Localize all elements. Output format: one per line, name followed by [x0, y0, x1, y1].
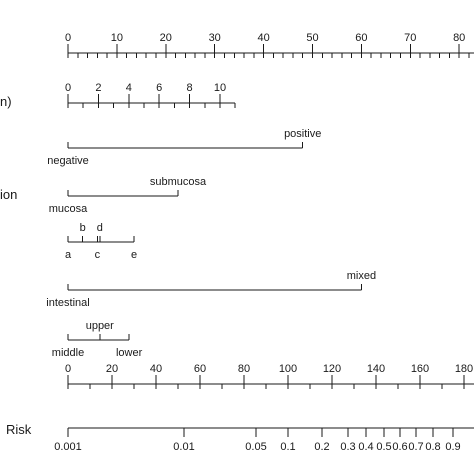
level-label-c: c — [95, 249, 101, 261]
risk-tick-label-0.01: 0.01 — [173, 441, 194, 453]
tick-label-50: 50 — [306, 32, 318, 44]
tick-label-160: 160 — [411, 363, 429, 375]
risk-tick-label-0.9: 0.9 — [445, 441, 460, 453]
level-label-lower: lower — [116, 347, 143, 359]
level-label-mixed: mixed — [347, 270, 376, 282]
risk-tick-label-0.1: 0.1 — [280, 441, 295, 453]
level-label-d: d — [97, 222, 103, 234]
tick-label-30: 30 — [209, 32, 221, 44]
tick-label-0: 0 — [65, 82, 71, 94]
tick-label-70: 70 — [404, 32, 416, 44]
level-label-middle: middle — [52, 347, 84, 359]
tick-label-140: 140 — [367, 363, 385, 375]
tick-label-20: 20 — [160, 32, 172, 44]
level-label-positive: positive — [284, 128, 321, 140]
tick-label-100: 100 — [279, 363, 297, 375]
tick-label-120: 120 — [323, 363, 341, 375]
tick-label-180: 180 — [455, 363, 473, 375]
level-label-a: a — [65, 249, 72, 261]
level-label-submucosa: submucosa — [150, 176, 207, 188]
risk-tick-label-0.5: 0.5 — [376, 441, 391, 453]
tick-label-40: 40 — [257, 32, 269, 44]
row-label-8: Risk — [6, 422, 32, 437]
tick-label-40: 40 — [150, 363, 162, 375]
tick-label-0: 0 — [65, 363, 71, 375]
risk-tick-label-0.2: 0.2 — [314, 441, 329, 453]
level-label-b: b — [80, 222, 86, 234]
tick-label-60: 60 — [194, 363, 206, 375]
tick-label-6: 6 — [156, 82, 162, 94]
tick-label-80: 80 — [238, 363, 250, 375]
tick-label-10: 10 — [111, 32, 123, 44]
row-label-3: ion — [0, 187, 17, 202]
tick-label-4: 4 — [126, 82, 132, 94]
row-label-1: n) — [0, 94, 12, 109]
risk-tick-label-0.05: 0.05 — [245, 441, 266, 453]
tick-label-80: 80 — [453, 32, 465, 44]
tick-label-20: 20 — [106, 363, 118, 375]
risk-tick-label-0.8: 0.8 — [425, 441, 440, 453]
tick-label-0: 0 — [65, 32, 71, 44]
risk-tick-label-0.4: 0.4 — [358, 441, 373, 453]
level-label-intestinal: intestinal — [46, 297, 89, 309]
level-label-negative: negative — [47, 155, 89, 167]
tick-label-60: 60 — [355, 32, 367, 44]
tick-label-8: 8 — [187, 82, 193, 94]
risk-tick-label-0.3: 0.3 — [340, 441, 355, 453]
risk-tick-label-0.001: 0.001 — [54, 441, 82, 453]
tick-label-10: 10 — [214, 82, 226, 94]
risk-tick-label-0.7: 0.7 — [408, 441, 423, 453]
tick-label-2: 2 — [95, 82, 101, 94]
level-label-mucosa: mucosa — [49, 203, 88, 215]
level-label-e: e — [131, 249, 137, 261]
risk-tick-label-0.6: 0.6 — [392, 441, 407, 453]
level-label-upper: upper — [86, 320, 114, 332]
